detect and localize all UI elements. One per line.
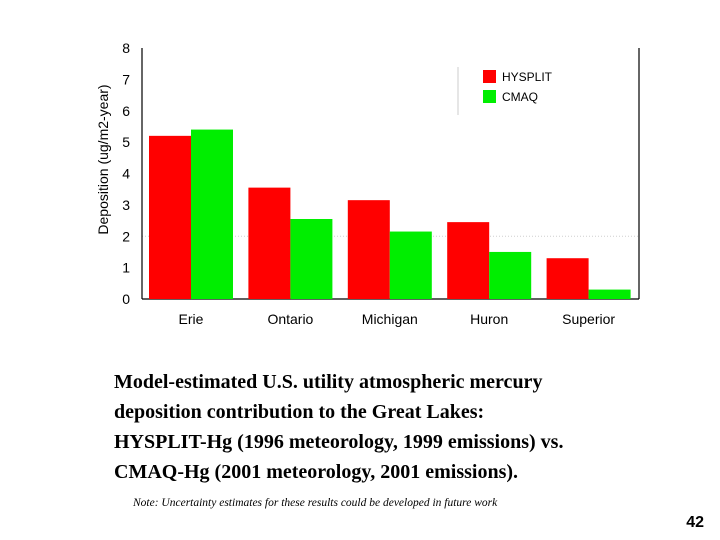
y-axis-label: Deposition (ug/m2-year) xyxy=(95,84,111,234)
caption-line-2: deposition contribution to the Great Lak… xyxy=(114,401,485,423)
bar-hysplit-superior xyxy=(546,258,589,299)
legend-label-hysplit: HYSPLIT xyxy=(502,70,553,84)
y-tick-label: 1 xyxy=(122,260,130,276)
legend-swatch-cmaq xyxy=(483,90,496,103)
caption-line-4: CMAQ-Hg (2001 meteorology, 2001 emission… xyxy=(114,461,519,483)
bar-chart: 0 1 2 3 4 5 6 7 8 Erie Ontario Michigan Huron Superio… xyxy=(95,40,640,327)
legend-swatch-hysplit xyxy=(483,70,496,83)
tick-labels: 0 1 2 3 4 5 6 7 8 Erie Ontario Michigan Huron Superio… xyxy=(122,40,615,327)
caption-line-1: Model-estimated U.S. utility atmospheric… xyxy=(114,371,543,393)
y-tick-label: 4 xyxy=(122,166,130,182)
y-tick-label: 8 xyxy=(122,40,130,56)
bar-hysplit-erie xyxy=(149,135,191,299)
x-tick-label: Michigan xyxy=(362,311,418,327)
x-tick-label: Erie xyxy=(179,311,204,327)
bar-hysplit-ontario xyxy=(248,187,291,299)
x-tick-label: Superior xyxy=(562,311,615,327)
legend-label-cmaq: CMAQ xyxy=(502,90,538,104)
bars xyxy=(149,129,631,299)
caption-line-3: HYSPLIT-Hg (1996 meteorology, 1999 emiss… xyxy=(114,431,564,453)
y-tick-label: 2 xyxy=(122,228,130,244)
bar-cmaq-ontario xyxy=(290,218,333,299)
y-tick-label: 5 xyxy=(122,134,130,150)
slide-caption: Model-estimated U.S. utility atmospheric… xyxy=(114,367,674,487)
x-tick-label: Ontario xyxy=(267,311,313,327)
bar-hysplit-michigan xyxy=(347,200,390,299)
bar-cmaq-huron xyxy=(489,251,532,299)
bar-hysplit-huron xyxy=(447,222,490,299)
uncertainty-note: Note: Uncertainty estimates for these re… xyxy=(133,497,498,509)
legend: HYSPLIT CMAQ xyxy=(457,67,553,115)
bar-cmaq-superior xyxy=(588,289,631,299)
y-tick-label: 3 xyxy=(122,197,130,213)
y-tick-label: 0 xyxy=(122,291,130,307)
bar-cmaq-michigan xyxy=(389,231,432,299)
y-tick-label: 6 xyxy=(122,103,130,119)
y-tick-label: 7 xyxy=(122,71,130,87)
x-tick-label: Huron xyxy=(470,311,508,327)
page-number: 42 xyxy=(686,514,704,531)
bar-cmaq-erie xyxy=(191,129,233,299)
